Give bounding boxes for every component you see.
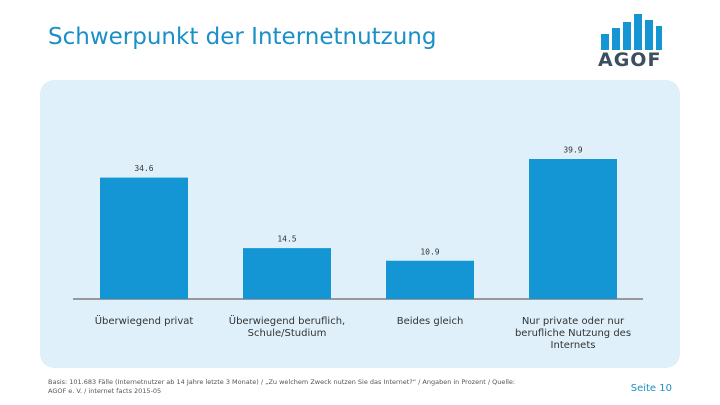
footnote: Basis: 101.683 Fälle (Internetnutzer ab … [48,378,516,395]
category-label: Nur private oder nur berufliche Nutzung … [514,316,632,351]
value-label: 39.9 [563,146,582,155]
category-label: Überwiegend beruflich, Schule/Studium [228,316,346,339]
bar [243,248,331,299]
bar [386,260,474,299]
title: Schwerpunkt der Internetnutzung [48,24,437,50]
category-label: Beides gleich [396,316,464,327]
value-label: 34.6 [134,164,153,173]
category-label: Überwiegend privat [94,316,194,327]
logo-bars [601,14,662,50]
logo: AGOF [598,49,662,71]
panel [40,80,680,368]
page-number: Seite 10 [630,383,672,394]
value-label: 14.5 [277,235,296,244]
value-label: 10.9 [420,247,439,256]
bar [100,177,188,299]
bar [529,159,617,299]
